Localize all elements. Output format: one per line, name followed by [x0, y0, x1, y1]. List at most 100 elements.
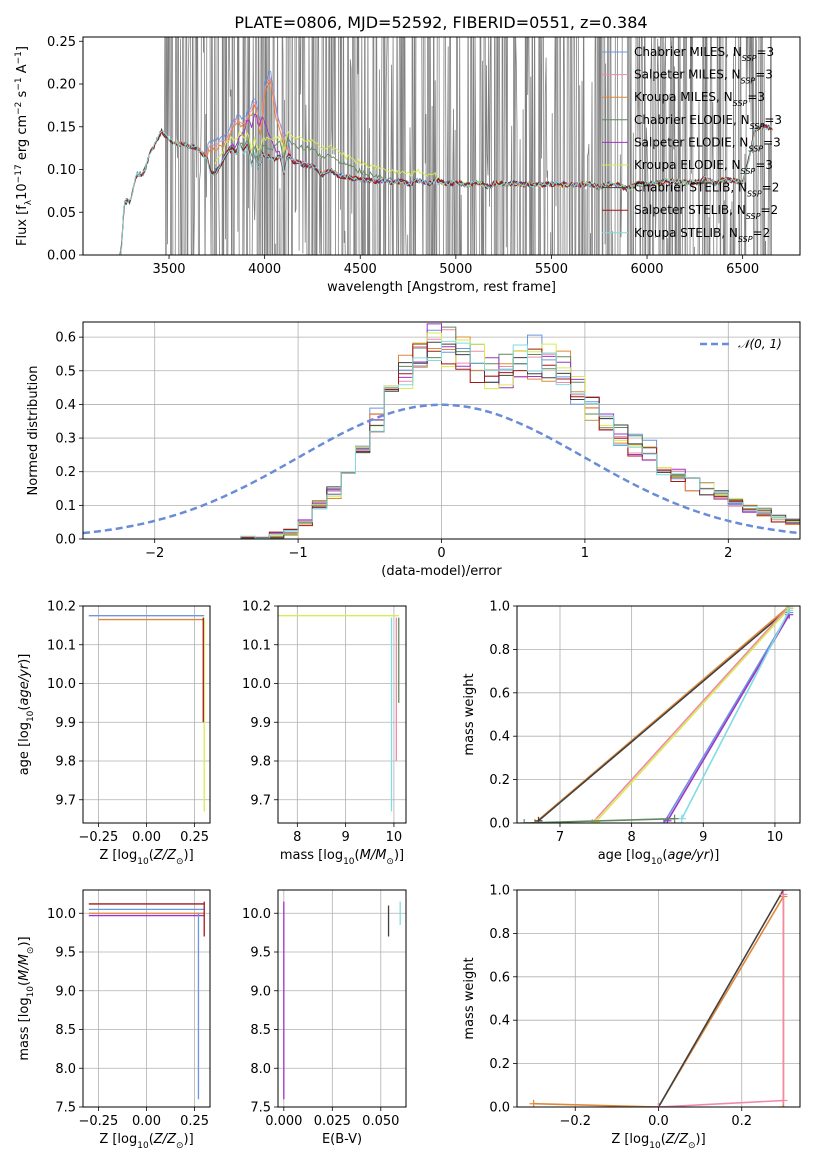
- model-line-7: [119, 124, 773, 255]
- axes-age_vs_Z: −0.25 0.00 0.25 9.7 9.8 9.9 10.0 10.1 10.2 Z [log…: [17, 600, 211, 867]
- y-axis-label: mass [log10(M/M⊙)]: [17, 936, 36, 1060]
- legend-label: Salpeter STELIB, NSSP=2: [634, 203, 778, 221]
- y-tick-label: 9.5: [55, 946, 76, 961]
- y-tick-label: 9.7: [55, 793, 76, 808]
- mass-weight-series-0: [534, 606, 790, 823]
- plot-area-massweight_vs_Z: [529, 890, 788, 1107]
- y-tick-label: 0.6: [489, 970, 510, 985]
- legend-label: Salpeter MILES, NSSP=3: [634, 68, 773, 86]
- x-tick-label: 2: [724, 546, 732, 561]
- x-tick-label: 0.050: [362, 1114, 399, 1129]
- x-tick-label: 8: [293, 830, 301, 845]
- y-tick-label: 7.5: [55, 1101, 76, 1116]
- axes-frame: [516, 889, 801, 1108]
- x-axis-label: E(B-V): [322, 1132, 362, 1147]
- legend-label: Kroupa STELIB, NSSP=2: [634, 226, 770, 244]
- y-tick-label: 9.8: [55, 755, 76, 770]
- axes-frame: [82, 605, 211, 824]
- legend-label: Chabrier STELIB, NSSP=2: [634, 181, 779, 199]
- plot-area-spectrum: [119, 37, 774, 255]
- y-tick-label: 0.2: [489, 1057, 510, 1072]
- y-tick-label: 10.0: [47, 677, 76, 692]
- axes-age_vs_mass: 8 9 10 9.7 9.8 9.9 10.0 10.1 10.2 mass [log10(M/M…: [242, 600, 407, 867]
- y-tick-label: 0.8: [489, 927, 510, 942]
- figure-title: PLATE=0806, MJD=52592, FIBERID=0551, z=0…: [234, 13, 647, 32]
- y-tick-label: 0.0: [55, 533, 76, 548]
- y-tick-label: 0.15: [47, 120, 76, 135]
- legend-label: Chabrier ELODIE, NSSP=3: [634, 113, 782, 131]
- y-tick-label: 0.20: [47, 78, 76, 93]
- y-tick-label: 0.4: [489, 730, 510, 745]
- axes-frame: [516, 605, 801, 824]
- y-tick-label: 0.5: [55, 364, 76, 379]
- plot-area-massweight_vs_age: [520, 606, 794, 823]
- y-tick-label: 0.2: [489, 773, 510, 788]
- y-tick-label: 0.10: [47, 163, 76, 178]
- x-tick-label: 5500: [535, 262, 568, 277]
- plot-area-residual_histogram: [83, 323, 800, 539]
- x-tick-label: −0.25: [78, 1114, 118, 1129]
- legend-label: Chabrier MILES, NSSP=3: [634, 45, 774, 63]
- x-tick-label: 10: [767, 830, 784, 845]
- y-tick-label: 9.9: [55, 716, 76, 731]
- mass-weight-series-7: [524, 817, 675, 823]
- mass-weight-series-3: [595, 607, 790, 823]
- y-tick-label: 8.5: [250, 1023, 271, 1038]
- axes-frame: [277, 889, 407, 1108]
- y-axis-label: mass weight: [462, 957, 477, 1039]
- mass-weight-series-2: [591, 606, 790, 823]
- y-tick-label: 10.1: [242, 638, 271, 653]
- x-tick-label: 6500: [726, 262, 759, 277]
- y-tick-label: 0.4: [489, 1014, 510, 1029]
- axes-massweight_vs_Z: −0.2 0.0 0.2 0.0 0.2 0.4 0.6 0.8 1.0 mass weight Z…: [462, 884, 801, 1151]
- x-tick-label: −0.25: [78, 830, 118, 845]
- y-tick-label: 1.0: [489, 600, 510, 615]
- y-tick-label: 10.0: [242, 907, 271, 922]
- y-tick-label: 10.0: [47, 907, 76, 922]
- y-tick-label: 10.1: [47, 638, 76, 653]
- x-tick-label: 0.25: [180, 830, 209, 845]
- axes-frame: [82, 889, 211, 1108]
- y-tick-label: 0.1: [55, 499, 76, 514]
- y-tick-label: 0.3: [55, 432, 76, 447]
- x-tick-label: 0.025: [314, 1114, 351, 1129]
- legend-label: Kroupa MILES, NSSP=3: [634, 90, 765, 108]
- x-tick-label: 0.0: [648, 1114, 669, 1129]
- y-axis-label: Flux [fλ10−17 erg cm−2 s−1 A−1]: [14, 46, 34, 246]
- y-tick-label: 9.0: [55, 984, 76, 999]
- plot-area-age_vs_Z: [88, 615, 205, 812]
- x-tick-label: 0: [437, 546, 445, 561]
- y-axis-label: mass weight: [462, 673, 477, 755]
- mass-weight-series-1: [537, 607, 790, 822]
- x-axis-label: age [log10(age/yr)]: [598, 848, 720, 867]
- axes-spectrum: 3500 4000 4500 5000 5500 6000 6500 0.00 0.05 0.10…: [14, 35, 801, 295]
- x-tick-label: 6000: [630, 262, 663, 277]
- y-tick-label: 1.0: [489, 884, 510, 899]
- x-tick-label: 1: [581, 546, 589, 561]
- y-tick-label: 9.9: [250, 716, 271, 731]
- y-tick-label: 0.6: [489, 686, 510, 701]
- y-tick-label: 9.8: [250, 755, 271, 770]
- y-tick-label: 10.2: [242, 600, 271, 615]
- legend-label: Kroupa ELODIE, NSSP=3: [634, 158, 773, 176]
- legend-label: 𝒩(0, 1): [738, 337, 782, 351]
- x-tick-label: −0.2: [559, 1114, 591, 1129]
- gaussian-curve: [83, 403, 800, 535]
- y-tick-label: 8.5: [55, 1023, 76, 1038]
- y-tick-label: 0.0: [489, 817, 510, 832]
- x-tick-label: 9: [699, 830, 707, 845]
- plot-area-age_vs_mass: [278, 615, 400, 812]
- y-tick-label: 10.2: [47, 600, 76, 615]
- y-tick-label: 0.05: [47, 206, 76, 221]
- axes-mass_vs_EBV: 0.000 0.025 0.050 7.5 8.0 8.5 9.0 9.5 10.0 E(B-V): [242, 889, 407, 1147]
- plot-area-mass_vs_EBV: [283, 901, 401, 1100]
- x-tick-label: 10: [386, 830, 403, 845]
- x-tick-label: 0.25: [180, 1114, 209, 1129]
- y-tick-label: 9.0: [250, 984, 271, 999]
- x-tick-label: −2: [145, 546, 164, 561]
- model-line-8: [120, 124, 773, 255]
- y-tick-label: 9.5: [250, 946, 271, 961]
- y-tick-label: 0.25: [47, 35, 76, 50]
- x-tick-label: 8: [627, 830, 635, 845]
- y-tick-label: 0.4: [55, 398, 76, 413]
